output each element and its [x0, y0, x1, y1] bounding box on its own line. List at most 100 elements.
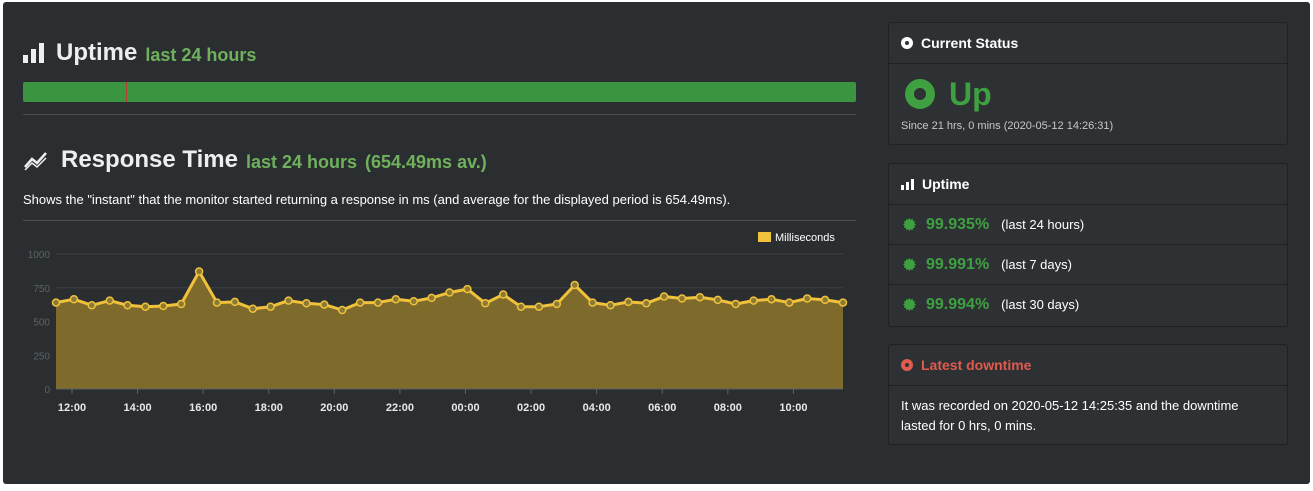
- response-time-heading: Response Time last 24 hours (654.49ms av…: [23, 144, 487, 176]
- bar-chart-icon: [23, 43, 44, 63]
- data-point[interactable]: [659, 292, 669, 301]
- bar-chart-icon: [901, 178, 914, 190]
- data-point[interactable]: [498, 290, 508, 299]
- data-point[interactable]: [409, 297, 418, 306]
- x-tick-label: 20:00: [320, 402, 348, 414]
- response-time-chart[interactable]: 1000 750 500 250 0 Milliseconds 12:00 14:00 16:0…: [23, 224, 856, 419]
- x-tick-label: 08:00: [714, 402, 742, 414]
- data-point[interactable]: [445, 288, 454, 297]
- data-point[interactable]: [606, 301, 615, 310]
- uptime-period: (last 7 days): [1001, 257, 1072, 272]
- data-point[interactable]: [767, 294, 776, 304]
- x-tick-label: 16:00: [189, 402, 217, 414]
- data-point[interactable]: [552, 299, 562, 309]
- uptime-heading: Uptime last 24 hours: [23, 38, 256, 68]
- uptime-percent: 99.991%: [926, 255, 990, 273]
- uptime-panel: Uptime 99.935% (last 24 hours) 99.991% (las…: [888, 163, 1288, 327]
- status-row: Up: [889, 64, 1287, 124]
- uptime-percent: 99.935%: [926, 215, 990, 233]
- data-point[interactable]: [785, 298, 794, 307]
- data-point[interactable]: [481, 299, 490, 308]
- y-tick-label: 750: [33, 284, 50, 295]
- data-point[interactable]: [123, 301, 132, 310]
- data-point[interactable]: [838, 298, 848, 307]
- current-status-label: Current Status: [921, 35, 1019, 51]
- section-divider: [23, 114, 856, 115]
- data-point[interactable]: [230, 297, 240, 307]
- status-since: Since 21 hrs, 0 mins (2020-05-12 14:26:3…: [901, 120, 1114, 132]
- latest-downtime-label: Latest downtime: [921, 357, 1032, 373]
- uptime-row: 99.935% (last 24 hours): [889, 205, 1287, 245]
- uptime-period: (last 30 days): [1001, 297, 1080, 312]
- data-point[interactable]: [302, 299, 311, 308]
- x-tick-label: 00:00: [451, 402, 479, 414]
- uptime-rows: 99.935% (last 24 hours) 99.991% (last 7 day…: [889, 205, 1287, 324]
- data-point[interactable]: [642, 299, 651, 308]
- y-tick-label: 0: [44, 385, 50, 396]
- data-point[interactable]: [373, 298, 383, 307]
- current-status-panel: Current Status Up Since 21 hrs, 0 mins (…: [888, 22, 1288, 145]
- data-point[interactable]: [320, 300, 329, 309]
- uptime-row: 99.991% (last 7 days): [889, 245, 1287, 285]
- legend-label: Milliseconds: [775, 232, 835, 244]
- latest-downtime-panel: Latest downtime It was recorded on 2020-…: [888, 344, 1288, 445]
- current-status-header: Current Status: [889, 23, 1287, 64]
- x-tick-label: 22:00: [386, 402, 414, 414]
- data-point[interactable]: [731, 299, 740, 309]
- uptime-period: (last 24 hours): [1001, 217, 1085, 232]
- x-tick-label: 10:00: [779, 402, 807, 414]
- uptime-panel-label: Uptime: [922, 176, 970, 192]
- response-time-average: (654.49ms av.): [365, 151, 487, 172]
- uptime-percent: 99.994%: [926, 295, 990, 313]
- uptime-panel-header: Uptime: [889, 164, 1287, 205]
- data-point[interactable]: [284, 296, 293, 305]
- badge-check-icon: [903, 258, 916, 271]
- data-point[interactable]: [87, 301, 97, 310]
- x-tick-label: 12:00: [58, 402, 86, 414]
- data-point[interactable]: [51, 298, 61, 307]
- data-point[interactable]: [713, 295, 723, 305]
- chart-divider: [23, 220, 856, 221]
- line-chart-icon: [24, 152, 47, 171]
- data-point[interactable]: [69, 294, 79, 304]
- data-point[interactable]: [141, 302, 150, 311]
- data-point[interactable]: [624, 297, 633, 307]
- x-tick-label: 14:00: [124, 402, 152, 414]
- data-point[interactable]: [159, 301, 168, 311]
- badge-check-icon: [903, 298, 916, 311]
- uptime-timeline-bar[interactable]: [23, 82, 856, 102]
- data-point[interactable]: [677, 294, 687, 303]
- x-tick-label: 18:00: [255, 402, 283, 414]
- data-point[interactable]: [355, 298, 365, 307]
- x-tick-label: 02:00: [517, 402, 545, 414]
- y-tick-label: 500: [33, 318, 50, 329]
- data-point[interactable]: [534, 302, 544, 311]
- data-point[interactable]: [588, 298, 597, 307]
- data-point[interactable]: [105, 296, 114, 305]
- monitor-dashboard: Uptime last 24 hours Response Time last …: [3, 2, 1310, 484]
- data-point[interactable]: [266, 302, 275, 311]
- data-point[interactable]: [463, 284, 472, 294]
- data-point[interactable]: [248, 304, 258, 313]
- downtime-mark[interactable]: [126, 82, 128, 102]
- y-tick-label: 1000: [28, 250, 51, 261]
- response-time-title: Response Time: [61, 146, 238, 173]
- data-point[interactable]: [176, 299, 186, 309]
- x-tick-label: 06:00: [648, 402, 676, 414]
- data-point[interactable]: [516, 302, 526, 311]
- status-up-icon: [905, 79, 935, 109]
- data-point[interactable]: [802, 294, 812, 303]
- status-dot-icon: [901, 37, 913, 49]
- status-value: Up: [949, 75, 992, 112]
- data-point[interactable]: [695, 292, 705, 302]
- data-point[interactable]: [337, 305, 347, 315]
- data-point[interactable]: [212, 298, 222, 307]
- data-point[interactable]: [391, 294, 401, 304]
- latest-downtime-text: It was recorded on 2020-05-12 14:25:35 a…: [901, 398, 1239, 433]
- data-point[interactable]: [194, 267, 204, 276]
- series-area: [56, 271, 843, 389]
- data-point[interactable]: [570, 280, 579, 290]
- data-point[interactable]: [427, 293, 436, 303]
- data-point[interactable]: [820, 295, 830, 305]
- data-point[interactable]: [749, 296, 758, 305]
